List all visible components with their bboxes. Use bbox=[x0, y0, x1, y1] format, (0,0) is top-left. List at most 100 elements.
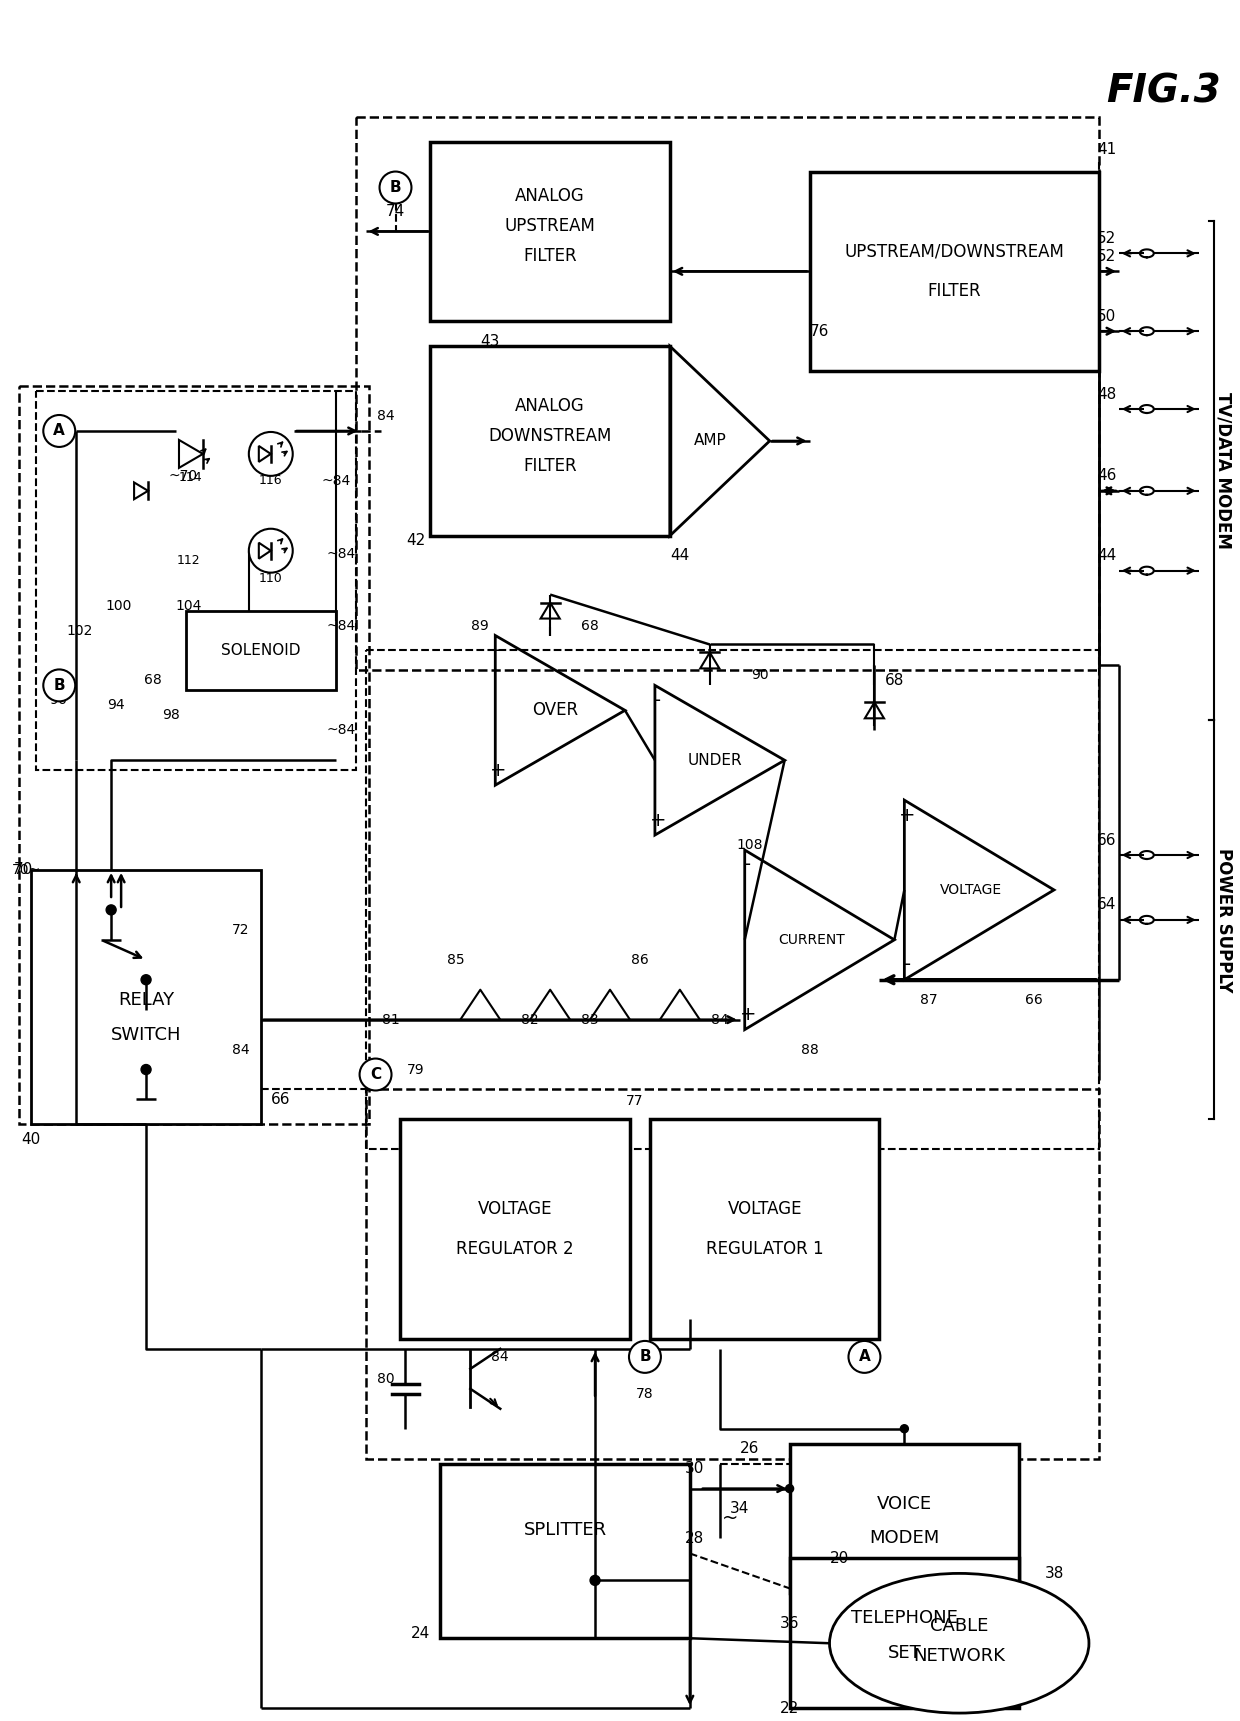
Text: 84: 84 bbox=[232, 1043, 249, 1057]
Text: 34: 34 bbox=[730, 1501, 749, 1516]
Text: 78: 78 bbox=[636, 1387, 653, 1401]
Text: 100: 100 bbox=[105, 599, 133, 613]
Text: VOLTAGE: VOLTAGE bbox=[940, 883, 1002, 897]
Text: 68: 68 bbox=[144, 673, 162, 687]
Text: OVER: OVER bbox=[532, 702, 578, 719]
Text: 52: 52 bbox=[1097, 231, 1116, 246]
Text: 110: 110 bbox=[259, 571, 283, 585]
Circle shape bbox=[249, 432, 293, 477]
Text: 90: 90 bbox=[751, 668, 769, 683]
Text: 83: 83 bbox=[582, 1012, 599, 1027]
Text: 43: 43 bbox=[481, 334, 500, 349]
Text: 20: 20 bbox=[830, 1551, 849, 1566]
Text: SWITCH: SWITCH bbox=[110, 1026, 181, 1043]
Text: 28: 28 bbox=[686, 1532, 704, 1545]
Text: 114: 114 bbox=[179, 472, 203, 484]
Text: B: B bbox=[389, 181, 402, 194]
Text: TELEPHONE: TELEPHONE bbox=[851, 1609, 957, 1628]
Text: 86: 86 bbox=[631, 953, 649, 967]
Text: REGULATOR 1: REGULATOR 1 bbox=[706, 1241, 823, 1258]
Text: TV/DATA MODEM: TV/DATA MODEM bbox=[1215, 392, 1233, 549]
Text: 76: 76 bbox=[810, 324, 830, 339]
Text: FILTER: FILTER bbox=[928, 282, 981, 299]
Text: FILTER: FILTER bbox=[523, 248, 577, 265]
Bar bbox=[650, 1119, 879, 1339]
Text: VOICE: VOICE bbox=[877, 1494, 932, 1513]
Bar bbox=[186, 611, 336, 690]
Text: 94: 94 bbox=[108, 699, 125, 712]
Text: 40: 40 bbox=[21, 1132, 41, 1146]
Text: ~84: ~84 bbox=[326, 723, 355, 737]
Text: 36: 36 bbox=[780, 1616, 800, 1632]
Text: -: - bbox=[655, 690, 661, 709]
Text: ~84: ~84 bbox=[326, 618, 355, 633]
Text: +: + bbox=[650, 811, 666, 830]
Text: 44: 44 bbox=[671, 549, 689, 563]
Bar bbox=[36, 391, 356, 771]
Text: 84: 84 bbox=[491, 1349, 510, 1363]
Text: 77: 77 bbox=[626, 1095, 644, 1108]
Text: A: A bbox=[53, 423, 66, 439]
Text: FILTER: FILTER bbox=[523, 456, 577, 475]
Text: 72: 72 bbox=[232, 922, 249, 936]
Circle shape bbox=[141, 974, 151, 984]
Text: 46: 46 bbox=[1097, 468, 1116, 484]
Text: 66: 66 bbox=[272, 1091, 290, 1107]
Bar bbox=[430, 346, 670, 535]
Text: C: C bbox=[370, 1067, 381, 1083]
Text: 112: 112 bbox=[177, 554, 201, 568]
Text: AMP: AMP bbox=[693, 434, 727, 449]
Bar bbox=[401, 1119, 630, 1339]
Bar bbox=[366, 651, 1099, 1150]
Text: VOLTAGE: VOLTAGE bbox=[477, 1200, 553, 1218]
Text: RELAY: RELAY bbox=[118, 991, 174, 1009]
Text: 80: 80 bbox=[377, 1372, 394, 1385]
Text: 96: 96 bbox=[50, 694, 67, 707]
Text: 116: 116 bbox=[259, 475, 283, 487]
Text: 108: 108 bbox=[737, 838, 763, 852]
Circle shape bbox=[43, 415, 76, 447]
Text: SPLITTER: SPLITTER bbox=[523, 1521, 606, 1540]
Circle shape bbox=[107, 905, 117, 916]
Text: 87: 87 bbox=[920, 993, 939, 1007]
Ellipse shape bbox=[830, 1573, 1089, 1712]
Text: 81: 81 bbox=[382, 1012, 399, 1027]
Bar bbox=[356, 117, 1099, 671]
Text: +: + bbox=[490, 761, 506, 780]
Text: -: - bbox=[744, 855, 751, 874]
Text: 84: 84 bbox=[711, 1012, 729, 1027]
Text: 50: 50 bbox=[1097, 308, 1116, 324]
Text: 74: 74 bbox=[386, 205, 405, 219]
Bar bbox=[20, 386, 368, 1124]
Text: CURRENT: CURRENT bbox=[779, 933, 844, 947]
Text: SOLENOID: SOLENOID bbox=[221, 644, 300, 657]
Bar bbox=[790, 1559, 1019, 1709]
Text: 52: 52 bbox=[1097, 250, 1116, 263]
Text: +: + bbox=[739, 1005, 756, 1024]
Text: ~84: ~84 bbox=[326, 547, 355, 561]
Bar bbox=[366, 1089, 1099, 1459]
Text: 70: 70 bbox=[14, 862, 33, 878]
Text: B: B bbox=[53, 678, 64, 694]
Bar bbox=[810, 172, 1099, 372]
Text: 24: 24 bbox=[410, 1626, 430, 1640]
Circle shape bbox=[590, 1575, 600, 1585]
Text: POWER SUPPLY: POWER SUPPLY bbox=[1215, 848, 1233, 991]
Text: 66: 66 bbox=[1025, 993, 1043, 1007]
Circle shape bbox=[360, 1058, 392, 1091]
Text: FIG.3: FIG.3 bbox=[1106, 72, 1221, 110]
Text: 64: 64 bbox=[1097, 897, 1116, 912]
Circle shape bbox=[141, 1065, 151, 1074]
Text: 44: 44 bbox=[1097, 549, 1116, 563]
Text: CABLE: CABLE bbox=[930, 1618, 988, 1635]
Text: 88: 88 bbox=[801, 1043, 818, 1057]
Text: ANALOG: ANALOG bbox=[516, 398, 585, 415]
Circle shape bbox=[900, 1425, 909, 1432]
Text: B: B bbox=[639, 1349, 651, 1365]
Text: -: - bbox=[495, 640, 502, 659]
Text: 89: 89 bbox=[471, 618, 490, 633]
Text: 104: 104 bbox=[176, 599, 202, 613]
Text: 42: 42 bbox=[405, 534, 425, 549]
Text: 30: 30 bbox=[686, 1461, 704, 1477]
Text: +: + bbox=[899, 805, 915, 824]
